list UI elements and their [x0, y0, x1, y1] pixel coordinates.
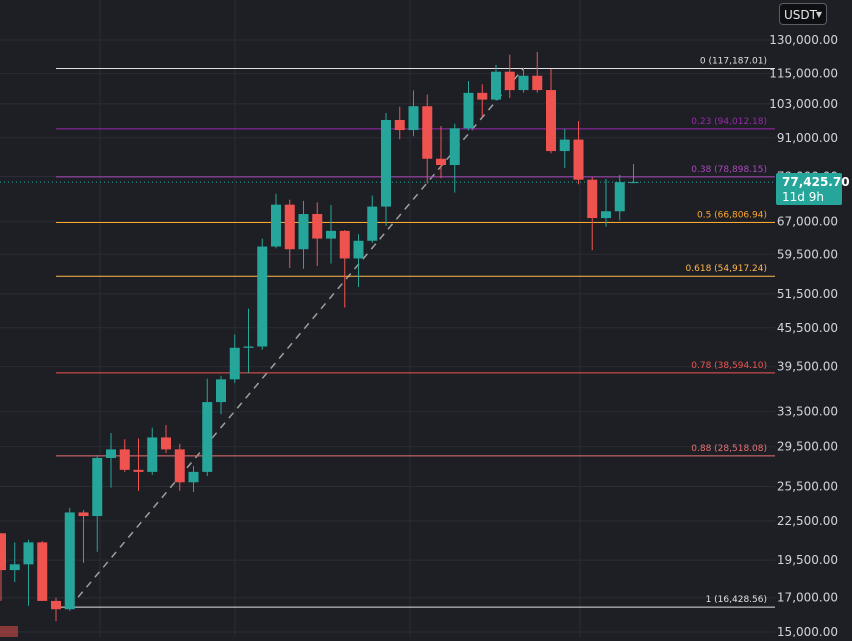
- candle-body-up: [408, 106, 419, 131]
- candle-body-up: [463, 92, 474, 129]
- y-tick-label: 19,500.00: [777, 553, 838, 567]
- candle-body-up: [243, 346, 254, 348]
- candle-body-up: [229, 347, 240, 380]
- candle-body-down: [436, 158, 446, 165]
- candle-countdown: 11d 9h: [782, 190, 824, 204]
- candle-body-up: [614, 182, 625, 212]
- candle-body-up: [147, 437, 158, 472]
- fib-level-label: 1 (16,428.56): [706, 595, 767, 605]
- chevron-down-icon: ▼: [815, 10, 822, 19]
- y-tick-label: 51,500.00: [777, 287, 838, 301]
- candle-body-up: [106, 449, 116, 458]
- candle-body-down: [532, 75, 543, 91]
- candle-body-down: [339, 230, 350, 259]
- y-tick-label: 67,000.00: [777, 215, 838, 229]
- fib-level-label: 0.618 (54,917.24): [686, 264, 767, 274]
- candle-body-up: [216, 379, 226, 403]
- candle-body-down: [0, 533, 6, 571]
- candle-body-up: [298, 214, 309, 250]
- fib-level-label: 0.38 (78,898.15): [691, 165, 767, 175]
- candle-body-up: [64, 512, 75, 610]
- candle-body-down: [161, 437, 171, 450]
- fib-level-label: 0 (117,187.01): [700, 56, 767, 66]
- candle-body-down: [573, 139, 584, 180]
- candle-body-down: [174, 449, 185, 483]
- y-tick-label: 33,500.00: [777, 405, 838, 419]
- y-tick-label: 115,000.00: [769, 67, 838, 81]
- currency-selector-label: USDT: [784, 8, 817, 22]
- candle-body-down: [119, 449, 130, 470]
- y-tick-label: 22,500.00: [777, 514, 838, 528]
- y-tick-label: 59,500.00: [777, 247, 838, 261]
- candle-body-up: [257, 246, 268, 347]
- y-tick-label: 17,000.00: [777, 591, 838, 605]
- candle-body-up: [9, 564, 20, 571]
- candle-body-up: [326, 230, 336, 239]
- y-tick-label: 25,500.00: [777, 480, 838, 494]
- candle-body-up: [202, 402, 213, 472]
- candle-body-down: [133, 469, 144, 472]
- candle-body-down: [587, 179, 598, 219]
- y-tick-label: 29,500.00: [777, 440, 838, 454]
- candle-body-down: [477, 92, 488, 100]
- candle-body-up: [92, 457, 103, 517]
- candle-body-up: [188, 471, 199, 483]
- trend-line: [69, 67, 525, 608]
- candle-body-down: [546, 90, 556, 152]
- candle-body-up: [367, 206, 378, 241]
- candle-body-down: [394, 119, 405, 131]
- fib-level-label: 0.78 (38,594.10): [691, 361, 767, 371]
- candle-body-down: [51, 600, 61, 610]
- y-tick-label: 39,500.00: [777, 360, 838, 374]
- y-tick-label: 45,500.00: [777, 321, 838, 335]
- candle-body-down: [78, 512, 89, 517]
- candle-body-up: [381, 119, 391, 207]
- fib-level-label: 0.88 (28,518.08): [691, 444, 767, 454]
- fib-level-label: 0.5 (66,806.94): [697, 211, 767, 221]
- candle-body-up: [559, 139, 570, 152]
- y-tick-label: 91,000.00: [777, 131, 838, 145]
- candle-body-down: [312, 214, 323, 239]
- candle-body-up: [601, 211, 611, 219]
- candle-body-down: [37, 542, 48, 601]
- y-tick-label: 15,000.00: [777, 625, 838, 637]
- candle-body-up: [518, 75, 529, 91]
- candle-body-down: [422, 106, 433, 159]
- current-price-value: 77,425.70: [782, 175, 850, 189]
- candle-body-down: [504, 71, 515, 91]
- candle-body-down: [284, 204, 295, 250]
- candle-body-up: [491, 71, 501, 100]
- candle-body-up: [271, 204, 281, 247]
- currency-selector[interactable]: USDT ▼: [779, 3, 827, 25]
- y-tick-label: 130,000.00: [769, 33, 838, 47]
- candle-body-up: [628, 182, 639, 184]
- current-price-tag: 77,425.70 11d 9h: [776, 173, 850, 205]
- candle-body-up: [353, 240, 364, 259]
- fib-level-label: 0.23 (94,012.18): [691, 117, 767, 127]
- corner-marker: [0, 626, 18, 637]
- candle-body-up: [23, 542, 34, 565]
- candle-body-up: [449, 128, 460, 165]
- y-tick-label: 103,000.00: [769, 97, 838, 111]
